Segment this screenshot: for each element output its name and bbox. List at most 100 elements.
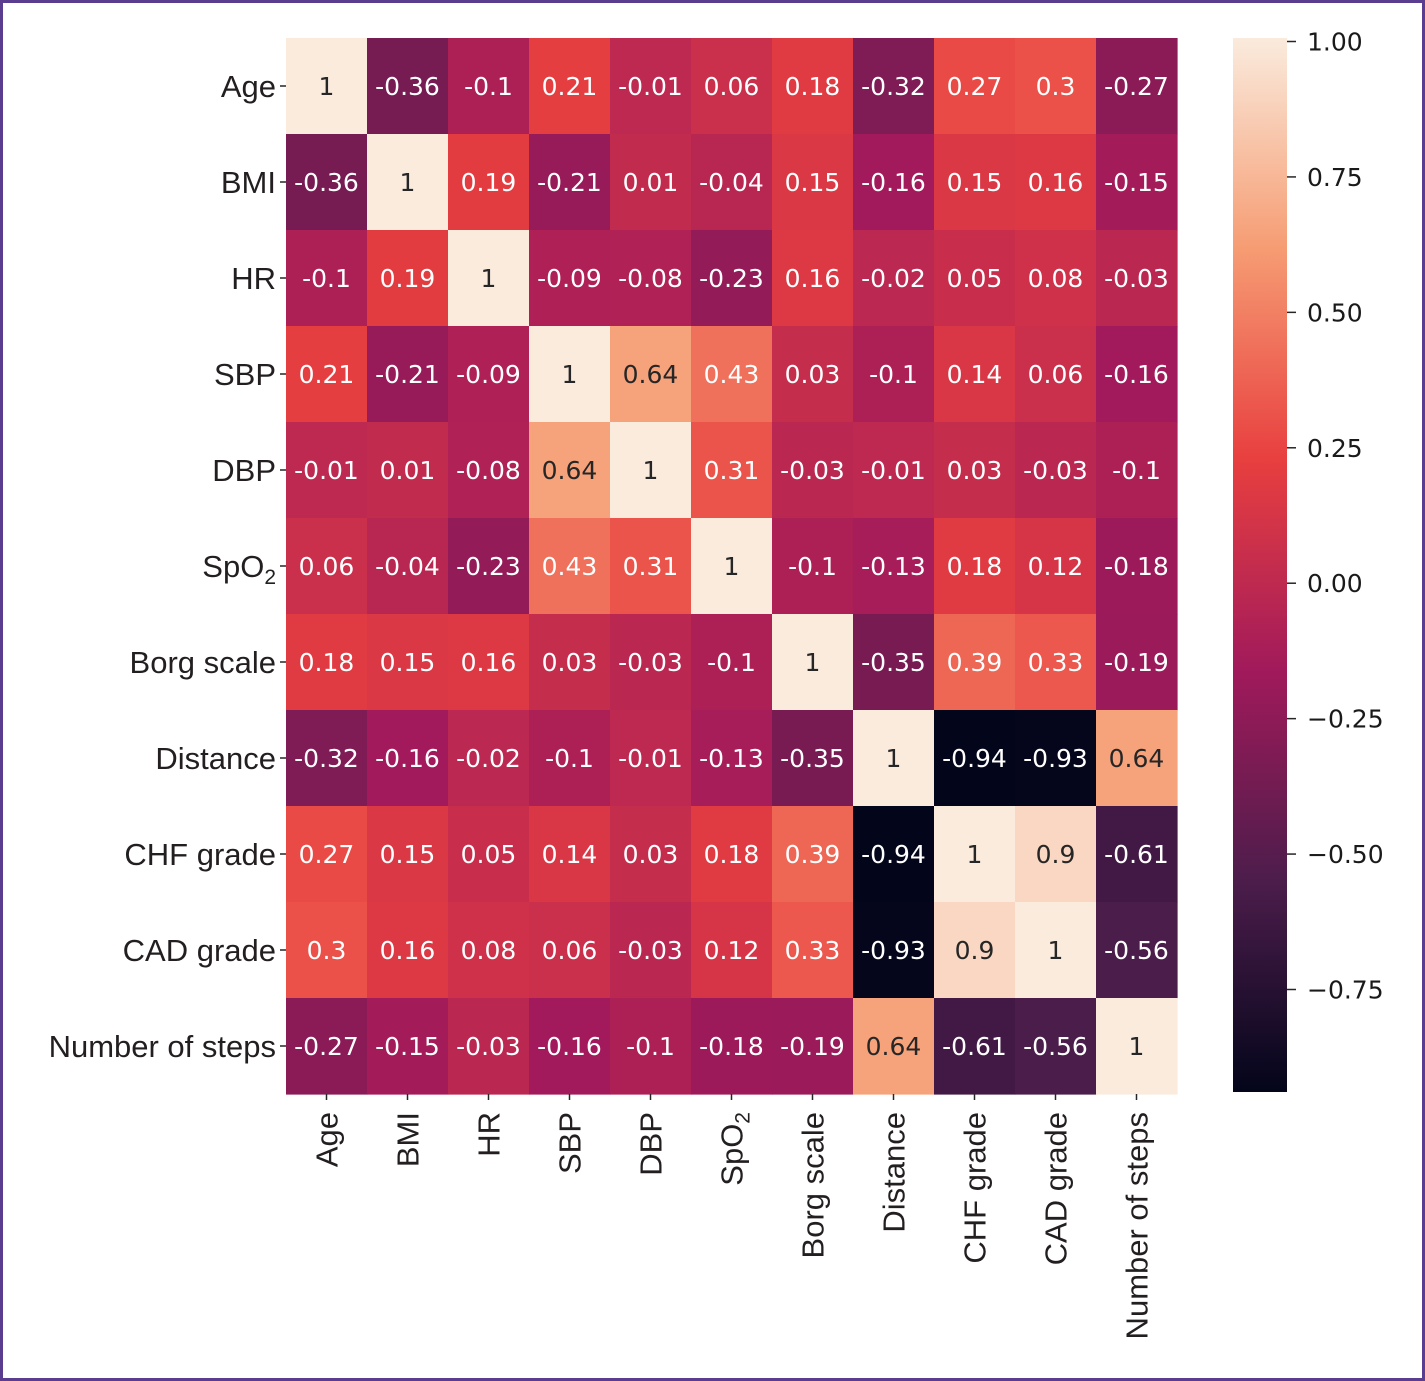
cell-value-label: 0.18 xyxy=(947,552,1003,581)
heatmap-cell xyxy=(691,422,773,519)
heatmap-cell xyxy=(1096,710,1178,807)
heatmap-cell xyxy=(853,326,935,423)
cell-value-label: 0.06 xyxy=(299,552,355,581)
row-label: HR xyxy=(231,261,276,296)
cell-value-label: 0.9 xyxy=(955,936,995,965)
cell-value-label: 0.64 xyxy=(623,360,679,389)
cell-value-label: 0.08 xyxy=(1028,264,1084,293)
row-label: Age xyxy=(221,69,276,104)
colorbar-gradient xyxy=(1233,38,1287,1092)
cell-value-label: -0.27 xyxy=(1104,72,1169,101)
cell-value-label: 0.05 xyxy=(461,840,517,869)
cell-value-label: 0.15 xyxy=(785,168,841,197)
column-label: Number of steps xyxy=(1120,1112,1155,1339)
cell-value-label: 0.21 xyxy=(542,72,598,101)
cell-value-label: 0.01 xyxy=(380,456,436,485)
heatmap-cell xyxy=(934,614,1016,711)
cell-value-label: -0.03 xyxy=(618,936,683,965)
heatmap-cell xyxy=(286,326,368,423)
heatmap-cell xyxy=(1096,230,1178,327)
cell-value-label: -0.93 xyxy=(1023,744,1088,773)
heatmap-cell xyxy=(691,998,773,1095)
row-label: Distance xyxy=(155,741,276,776)
heatmap-cell xyxy=(1096,38,1178,135)
heatmap-cell xyxy=(367,518,449,615)
cell-value-label: 0.9 xyxy=(1036,840,1076,869)
heatmap-cell xyxy=(610,806,692,903)
heatmap-cell xyxy=(367,806,449,903)
heatmap-cell xyxy=(610,710,692,807)
cell-value-label: 0.18 xyxy=(704,840,760,869)
heatmap-cell xyxy=(286,230,368,327)
heatmap-cell xyxy=(934,230,1016,327)
cell-value-label: 0.03 xyxy=(623,840,679,869)
heatmap-cell xyxy=(529,710,611,807)
heatmap-cell xyxy=(286,38,368,135)
heatmap-cell xyxy=(772,998,854,1095)
cell-value-label: 0.33 xyxy=(1028,648,1084,677)
heatmap-cell xyxy=(610,518,692,615)
heatmap-cell xyxy=(529,902,611,999)
row-label: SBP xyxy=(214,357,276,392)
heatmap-cell xyxy=(772,710,854,807)
colorbar-tick-label: −0.75 xyxy=(1307,976,1384,1005)
cell-value-label: 0.64 xyxy=(1109,744,1165,773)
cell-value-label: 0.12 xyxy=(704,936,760,965)
heatmap-cell xyxy=(1015,518,1097,615)
heatmap-cell xyxy=(853,134,935,231)
heatmap-cell xyxy=(448,38,530,135)
column-label: DBP xyxy=(634,1112,669,1176)
cell-value-label: 0.19 xyxy=(380,264,436,293)
cell-value-label: -0.03 xyxy=(618,648,683,677)
heatmap-cell xyxy=(367,710,449,807)
cell-value-label: -0.18 xyxy=(699,1032,764,1061)
heatmap-cell xyxy=(448,518,530,615)
cell-value-label: 1 xyxy=(481,264,497,293)
heatmap-cell xyxy=(691,902,773,999)
cell-value-label: 0.03 xyxy=(785,360,841,389)
cell-value-label: -0.13 xyxy=(861,552,926,581)
heatmap-cell xyxy=(691,518,773,615)
heatmap-cell xyxy=(1096,422,1178,519)
cell-value-label: -0.61 xyxy=(942,1032,1007,1061)
heatmap-cell xyxy=(934,998,1016,1095)
cell-value-label: -0.93 xyxy=(861,936,926,965)
cell-value-label: 0.19 xyxy=(461,168,517,197)
heatmap-cell xyxy=(448,230,530,327)
colorbar-tick-label: −0.50 xyxy=(1307,840,1384,869)
heatmap-cell xyxy=(286,134,368,231)
heatmap-cell xyxy=(853,806,935,903)
cell-value-label: -0.08 xyxy=(456,456,521,485)
cell-value-label: -0.02 xyxy=(861,264,926,293)
cell-value-label: -0.16 xyxy=(375,744,440,773)
heatmap-cell xyxy=(691,230,773,327)
cell-value-label: 1 xyxy=(643,456,659,485)
cell-value-label: 0.43 xyxy=(704,360,760,389)
cell-value-label: 0.06 xyxy=(542,936,598,965)
heatmap-cell xyxy=(772,614,854,711)
heatmap-cell xyxy=(691,614,773,711)
cell-value-label: -0.35 xyxy=(780,744,845,773)
heatmap-cell xyxy=(1096,134,1178,231)
cell-value-label: -0.1 xyxy=(302,264,351,293)
cell-value-label: -0.1 xyxy=(869,360,918,389)
cell-value-label: -0.61 xyxy=(1104,840,1169,869)
heatmap-cell xyxy=(934,326,1016,423)
column-label: Age xyxy=(310,1112,345,1167)
heatmap-cell xyxy=(367,38,449,135)
heatmap-cell xyxy=(367,614,449,711)
heatmap-cell xyxy=(853,518,935,615)
cell-value-label: -0.03 xyxy=(1023,456,1088,485)
cell-value-label: 0.14 xyxy=(947,360,1003,389)
heatmap-cell xyxy=(1096,902,1178,999)
heatmap-cell xyxy=(367,902,449,999)
cell-value-label: -0.16 xyxy=(537,1032,602,1061)
heatmap-cell xyxy=(772,38,854,135)
heatmap-cell xyxy=(529,230,611,327)
heatmap-cell xyxy=(286,710,368,807)
row-label: BMI xyxy=(221,165,276,200)
heatmap-cell xyxy=(853,614,935,711)
cell-value-label: 0.31 xyxy=(623,552,679,581)
heatmap-cell xyxy=(610,998,692,1095)
heatmap-cell xyxy=(853,230,935,327)
